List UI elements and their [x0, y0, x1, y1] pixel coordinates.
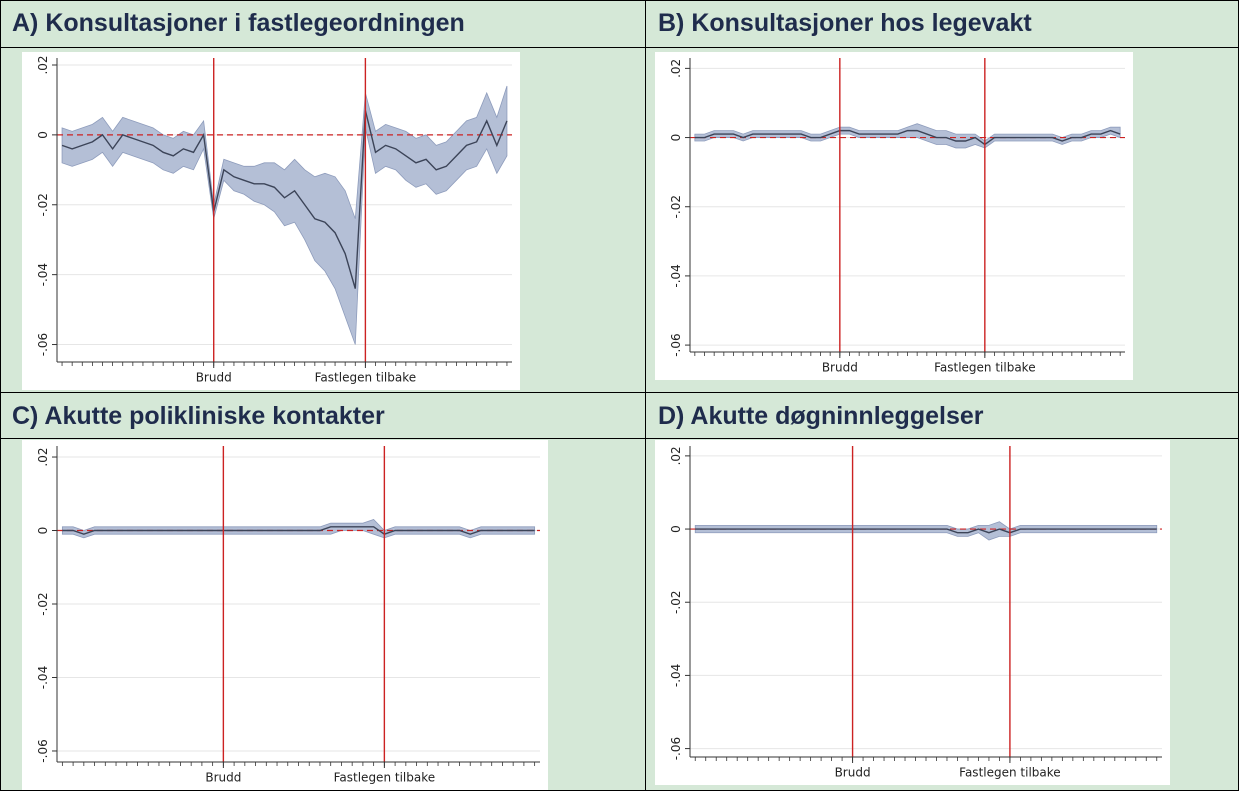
y-tick-label: -.04 [36, 666, 50, 689]
y-tick-label: -.04 [669, 264, 683, 287]
chart: .02 0 -.02 -.04 -.06 Brudd Fastlegen tilbake [22, 440, 548, 790]
x-tick-label: Fastlegen tilbake [959, 766, 1061, 780]
border [0, 0, 1239, 1]
confidence-band [694, 521, 1158, 541]
y-tick-label: -.02 [669, 195, 683, 218]
y-tick-label: .02 [36, 447, 50, 466]
y-tick-label: -.04 [36, 263, 50, 286]
y-tick-label: 0 [36, 527, 50, 535]
chart: .02 0 -.02 -.04 -.06 Brudd Fastlegen tilbake [655, 440, 1170, 785]
border [0, 0, 1, 791]
y-tick-label: .02 [669, 446, 683, 465]
y-tick-label: .02 [36, 55, 50, 74]
panel-title: A) Konsultasjoner i fastlegeordningen [12, 9, 465, 37]
y-tick-label: -.06 [36, 333, 50, 356]
y-tick-label: 0 [669, 134, 683, 142]
y-tick-label: -.04 [669, 664, 683, 687]
confidence-band [61, 519, 536, 539]
confidence-band [61, 85, 508, 345]
estimate-line [695, 528, 1157, 534]
border [645, 0, 646, 791]
chart: .02 0 -.02 -.04 -.06 Brudd Fastlegen tilbake [655, 52, 1133, 380]
x-tick-label: Brudd [822, 361, 858, 375]
panel-title: C) Akutte polikliniske kontakter [12, 402, 385, 430]
panel-title: B) Konsultasjoner hos legevakt [658, 9, 1032, 37]
x-tick-label: Brudd [196, 371, 232, 385]
confidence-band [694, 123, 1121, 149]
x-tick-label: Fastlegen tilbake [315, 371, 417, 385]
y-tick-label: .02 [669, 59, 683, 78]
chart: .02 0 -.02 -.04 -.06 Brudd Fastlegen tilbake [22, 52, 520, 390]
x-tick-label: Fastlegen tilbake [934, 361, 1036, 375]
y-tick-label: -.06 [669, 333, 683, 356]
y-tick-label: -.02 [36, 193, 50, 216]
y-tick-label: -.02 [669, 591, 683, 614]
x-tick-label: Brudd [205, 771, 241, 785]
y-tick-label: 0 [669, 525, 683, 533]
y-tick-label: -.06 [669, 737, 683, 760]
border [0, 392, 1239, 393]
y-tick-label: -.02 [36, 592, 50, 615]
border [0, 47, 1239, 48]
x-tick-label: Brudd [835, 766, 871, 780]
y-tick-label: -.06 [36, 739, 50, 762]
panel-title: D) Akutte døgninnleggelser [658, 402, 984, 430]
estimate-line [62, 526, 535, 535]
y-tick-label: 0 [36, 131, 50, 139]
estimate-line [61, 110, 508, 289]
estimate-line [694, 129, 1121, 146]
border [0, 438, 1239, 439]
x-tick-label: Fastlegen tilbake [334, 771, 436, 785]
